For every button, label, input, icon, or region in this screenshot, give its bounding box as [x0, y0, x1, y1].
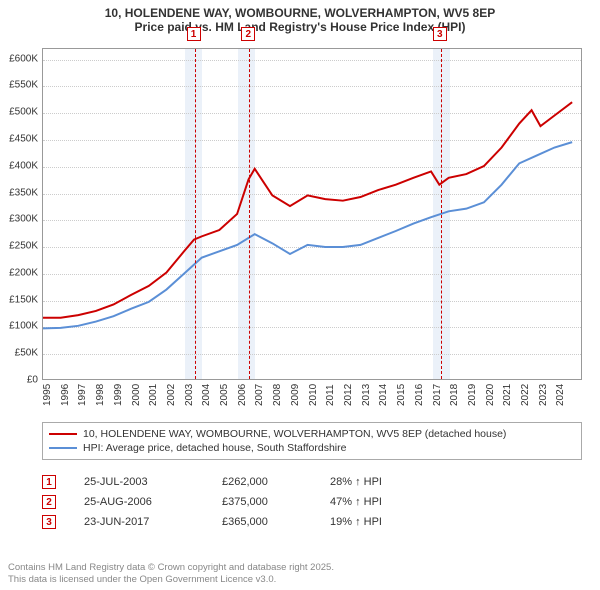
x-tick-label: 2013 [361, 384, 372, 406]
x-tick-label: 2002 [166, 384, 177, 406]
y-tick-label: £50K [15, 348, 38, 359]
x-tick-label: 2005 [219, 384, 230, 406]
chart-title-block: 10, HOLENDENE WAY, WOMBOURNE, WOLVERHAMP… [0, 0, 600, 36]
marker-price: £262,000 [222, 476, 302, 488]
x-tick-label: 2010 [308, 384, 319, 406]
x-tick-label: 2014 [378, 384, 389, 406]
marker-num-badge: 2 [42, 495, 56, 509]
y-tick-label: £600K [9, 53, 38, 64]
x-tick-label: 2024 [555, 384, 566, 406]
y-tick-label: £500K [9, 107, 38, 118]
sale-marker-line [195, 49, 196, 379]
x-tick-label: 2008 [272, 384, 283, 406]
x-tick-label: 2009 [290, 384, 301, 406]
sale-marker-badge: 3 [433, 27, 447, 41]
legend-swatch [49, 447, 77, 449]
marker-price: £375,000 [222, 496, 302, 508]
marker-table: 1 25-JUL-2003 £262,000 28% ↑ HPI 2 25-AUG-200… [42, 472, 582, 532]
y-tick-label: £400K [9, 160, 38, 171]
x-tick-label: 2006 [237, 384, 248, 406]
legend-row: HPI: Average price, detached house, Sout… [49, 441, 575, 455]
marker-date: 25-AUG-2006 [84, 496, 194, 508]
chart-svg [43, 49, 581, 379]
y-tick-label: £350K [9, 187, 38, 198]
footer-line-2: This data is licensed under the Open Gov… [8, 574, 334, 586]
y-tick-label: £300K [9, 214, 38, 225]
legend-row: 10, HOLENDENE WAY, WOMBOURNE, WOLVERHAMP… [49, 427, 575, 441]
footer-line-1: Contains HM Land Registry data © Crown c… [8, 562, 334, 574]
footer-attribution: Contains HM Land Registry data © Crown c… [8, 562, 334, 586]
x-tick-label: 1995 [42, 384, 53, 406]
x-tick-label: 2001 [148, 384, 159, 406]
x-tick-label: 1998 [95, 384, 106, 406]
y-tick-label: £250K [9, 241, 38, 252]
marker-date: 25-JUL-2003 [84, 476, 194, 488]
x-tick-label: 1999 [113, 384, 124, 406]
marker-table-row: 2 25-AUG-2006 £375,000 47% ↑ HPI [42, 492, 582, 512]
x-tick-label: 2021 [502, 384, 513, 406]
y-tick-label: £450K [9, 134, 38, 145]
y-tick-label: £100K [9, 321, 38, 332]
x-tick-label: 2018 [449, 384, 460, 406]
y-tick-label: £550K [9, 80, 38, 91]
x-tick-label: 2020 [485, 384, 496, 406]
legend: 10, HOLENDENE WAY, WOMBOURNE, WOLVERHAMP… [42, 422, 582, 460]
x-tick-label: 2012 [343, 384, 354, 406]
x-tick-label: 2023 [538, 384, 549, 406]
x-tick-label: 2019 [467, 384, 478, 406]
y-tick-label: £200K [9, 267, 38, 278]
x-tick-label: 2015 [396, 384, 407, 406]
marker-delta: 28% ↑ HPI [330, 476, 430, 488]
sale-marker-line [441, 49, 442, 379]
x-tick-label: 1997 [77, 384, 88, 406]
marker-delta: 19% ↑ HPI [330, 516, 430, 528]
x-tick-label: 1996 [60, 384, 71, 406]
marker-delta: 47% ↑ HPI [330, 496, 430, 508]
series-price_paid [43, 102, 572, 318]
y-axis: £0£50K£100K£150K£200K£250K£300K£350K£400… [0, 48, 40, 380]
title-line-2: Price paid vs. HM Land Registry's House … [10, 20, 590, 34]
sale-marker-badge: 1 [187, 27, 201, 41]
x-tick-label: 2004 [201, 384, 212, 406]
marker-price: £365,000 [222, 516, 302, 528]
sale-marker-badge: 2 [241, 27, 255, 41]
legend-label: HPI: Average price, detached house, Sout… [83, 442, 346, 454]
y-tick-label: £0 [27, 375, 38, 386]
x-tick-label: 2016 [414, 384, 425, 406]
y-tick-label: £150K [9, 294, 38, 305]
chart-plot-area: 123 [42, 48, 582, 380]
x-tick-label: 2003 [184, 384, 195, 406]
title-line-1: 10, HOLENDENE WAY, WOMBOURNE, WOLVERHAMP… [10, 6, 590, 20]
sale-marker-line [249, 49, 250, 379]
x-tick-label: 2017 [432, 384, 443, 406]
x-tick-label: 2022 [520, 384, 531, 406]
marker-num-badge: 3 [42, 515, 56, 529]
legend-label: 10, HOLENDENE WAY, WOMBOURNE, WOLVERHAMP… [83, 428, 506, 440]
x-tick-label: 2011 [325, 384, 336, 406]
marker-table-row: 3 23-JUN-2017 £365,000 19% ↑ HPI [42, 512, 582, 532]
marker-num-badge: 1 [42, 475, 56, 489]
legend-swatch [49, 433, 77, 435]
x-axis: 1995 1996 1997 1998 1999 2000 2001 2002 2003 2004… [42, 382, 582, 422]
x-tick-label: 2007 [254, 384, 265, 406]
x-tick-label: 2000 [131, 384, 142, 406]
marker-date: 23-JUN-2017 [84, 516, 194, 528]
marker-table-row: 1 25-JUL-2003 £262,000 28% ↑ HPI [42, 472, 582, 492]
